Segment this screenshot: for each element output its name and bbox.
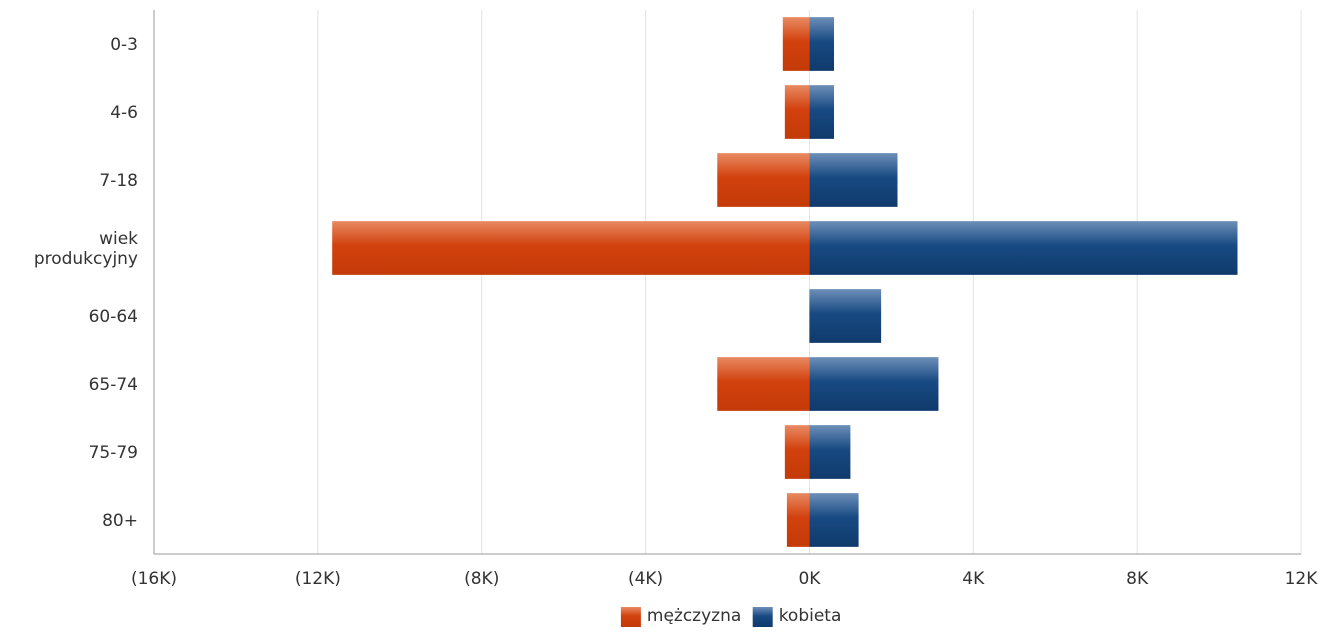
category-label: 80+ xyxy=(102,511,138,531)
legend-swatch xyxy=(620,607,641,627)
bar-male-1[interactable] xyxy=(784,85,810,139)
category-label: 7-18 xyxy=(99,171,138,191)
bar-female-7[interactable] xyxy=(809,493,859,547)
legend-swatch xyxy=(752,607,773,627)
x-tick-label: 4K xyxy=(962,569,985,589)
x-tick-label: 12K xyxy=(1285,569,1319,589)
bar-female-6[interactable] xyxy=(809,425,851,479)
bar-female-0[interactable] xyxy=(809,17,835,71)
legend[interactable]: mężczyzna kobieta xyxy=(620,606,842,627)
x-tick-label: (4K) xyxy=(628,569,663,589)
bar-male-0[interactable] xyxy=(782,17,810,71)
x-tick-label: 0K xyxy=(798,569,821,589)
category-label: wiek produkcyjny xyxy=(34,229,138,269)
legend-label: mężczyzna xyxy=(647,606,741,626)
category-label: 65-74 xyxy=(89,375,138,395)
axes xyxy=(153,10,1301,555)
x-axis-labels: (16K) (12K) (8K) (4K) 0K 4K 8K 12K xyxy=(131,569,1318,589)
x-tick-label: (8K) xyxy=(464,569,499,589)
category-label: 0-3 xyxy=(110,35,138,55)
bar-male-3[interactable] xyxy=(332,221,810,275)
category-label: 4-6 xyxy=(110,103,138,123)
category-label: 75-79 xyxy=(89,443,138,463)
bar-female-2[interactable] xyxy=(809,153,898,207)
legend-item-female[interactable]: kobieta xyxy=(752,606,842,627)
x-tick-label: (12K) xyxy=(295,569,341,589)
bar-female-4[interactable] xyxy=(809,289,882,343)
x-tick-label: 8K xyxy=(1126,569,1149,589)
bar-male-5[interactable] xyxy=(717,357,810,411)
y-axis-labels: 0-3 4-6 7-18 wiek produkcyjny 60-64 65-74 75-79… xyxy=(34,35,138,531)
bar-male-7[interactable] xyxy=(786,493,810,547)
bar-female-5[interactable] xyxy=(809,357,939,411)
bar-female-1[interactable] xyxy=(809,85,835,139)
category-label: 60-64 xyxy=(89,307,138,327)
legend-item-male[interactable]: mężczyzna xyxy=(620,606,741,627)
bar-female-3[interactable] xyxy=(809,221,1238,275)
legend-label: kobieta xyxy=(779,606,842,626)
bars xyxy=(332,17,1238,547)
bar-male-6[interactable] xyxy=(784,425,810,479)
bar-male-2[interactable] xyxy=(717,153,810,207)
x-tick-label: (16K) xyxy=(131,569,177,589)
